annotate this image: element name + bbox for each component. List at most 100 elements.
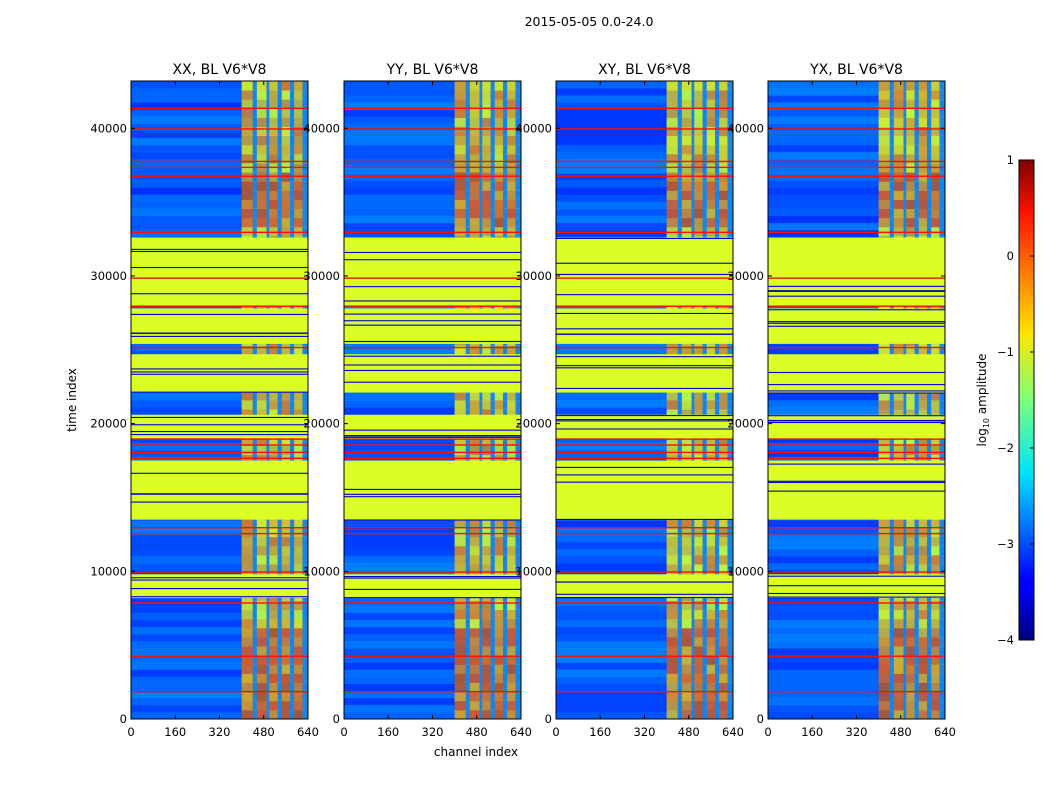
- signal-cell: [454, 190, 466, 200]
- signal-cell: [482, 536, 491, 547]
- signal-cell: [681, 709, 692, 719]
- signal-gap: [666, 409, 733, 419]
- signal-cell: [256, 636, 267, 647]
- noise-row: [768, 648, 879, 656]
- noise-row: [768, 102, 879, 110]
- signal-cell: [241, 117, 253, 127]
- signal-cell: [494, 99, 504, 109]
- signal-cell: [454, 126, 466, 137]
- signal-cell: [666, 636, 678, 647]
- signal-cell: [878, 108, 890, 118]
- noise-row: [344, 215, 455, 224]
- rfi-line: [768, 457, 945, 459]
- flag-stripe: [768, 325, 945, 327]
- signal-cell: [494, 217, 504, 228]
- signal-cell: [694, 682, 703, 693]
- signal-gap: [666, 181, 733, 191]
- signal-cell: [694, 217, 703, 228]
- signal-cell: [454, 545, 466, 556]
- signal-cell: [494, 345, 504, 355]
- signal-cell: [706, 691, 716, 702]
- signal-cell: [906, 409, 915, 419]
- noise-row: [131, 95, 242, 103]
- noise-row: [768, 555, 879, 564]
- signal-cell: [256, 345, 267, 355]
- signal-cell: [666, 627, 678, 638]
- signal-cell: [269, 691, 278, 702]
- rfi-line: [344, 571, 521, 573]
- signal-cell: [719, 400, 728, 410]
- signal-cell: [256, 108, 267, 118]
- signal-cell: [719, 409, 728, 419]
- signal-cell: [482, 108, 491, 118]
- signal-cell: [507, 636, 516, 647]
- signal-cell: [931, 81, 940, 91]
- signal-cell: [281, 199, 291, 209]
- y-tick-label: 10000: [515, 564, 552, 578]
- signal-gap: [241, 217, 308, 228]
- signal-cell: [681, 554, 692, 565]
- signal-cell: [918, 190, 928, 200]
- noise-row: [344, 229, 455, 238]
- signal-cell: [294, 190, 303, 200]
- signal-cell: [454, 609, 466, 620]
- signal-cell: [454, 554, 466, 565]
- signal-cell: [681, 646, 692, 656]
- noise-row: [556, 711, 667, 719]
- flag-stripe: [556, 328, 733, 330]
- signal-cell: [494, 409, 504, 419]
- signal-cell: [256, 554, 267, 565]
- signal-cell: [719, 536, 728, 547]
- signal-cell: [666, 527, 678, 538]
- signal-cell: [241, 691, 253, 702]
- heatmap-image: [344, 81, 521, 719]
- signal-cell: [507, 390, 516, 401]
- flag-stripe: [344, 493, 521, 495]
- signal-cell: [681, 126, 692, 137]
- rfi-line: [768, 166, 945, 169]
- signal-cell: [719, 208, 728, 219]
- signal-cell: [893, 664, 904, 674]
- signal-gap: [454, 646, 521, 656]
- signal-cell: [681, 90, 692, 100]
- signal-gap: [241, 181, 308, 191]
- signal-cell: [694, 646, 703, 656]
- noise-row: [768, 676, 879, 684]
- heatmap-panel: YY, BL V6*V8 0 160 320 480 640 0 10000 20000 3000…: [303, 62, 532, 739]
- signal-cell: [482, 545, 491, 556]
- signal-cell: [294, 564, 303, 574]
- signal-cell: [694, 600, 703, 611]
- noise-row: [131, 662, 242, 670]
- signal-cell: [666, 390, 678, 401]
- noise-row: [131, 194, 242, 202]
- signal-gap: [241, 682, 308, 693]
- signal-cell: [269, 135, 278, 146]
- signal-cell: [666, 700, 678, 711]
- signal-cell: [469, 117, 480, 127]
- signal-cell: [681, 527, 692, 538]
- signal-cell: [706, 700, 716, 711]
- signal-cell: [469, 627, 480, 638]
- signal-cell: [681, 144, 692, 155]
- signal-cell: [878, 135, 890, 146]
- signal-cell: [706, 564, 716, 574]
- flag-stripe: [131, 588, 308, 590]
- signal-cell: [918, 527, 928, 538]
- rfi-line: [768, 277, 945, 279]
- flag-band: [344, 460, 521, 520]
- signal-cell: [906, 153, 915, 164]
- noise-row: [344, 655, 455, 663]
- signal-cell: [906, 646, 915, 656]
- noise-row: [131, 81, 242, 89]
- signal-cell: [507, 181, 516, 191]
- rfi-line: [344, 655, 521, 657]
- signal-cell: [482, 636, 491, 647]
- noise-row: [131, 158, 242, 167]
- signal-gap: [454, 600, 521, 611]
- signal-gap: [454, 81, 521, 91]
- noise-row: [556, 626, 667, 635]
- signal-cell: [918, 181, 928, 191]
- signal-cell: [281, 117, 291, 127]
- signal-cell: [281, 664, 291, 674]
- noise-row: [556, 123, 667, 132]
